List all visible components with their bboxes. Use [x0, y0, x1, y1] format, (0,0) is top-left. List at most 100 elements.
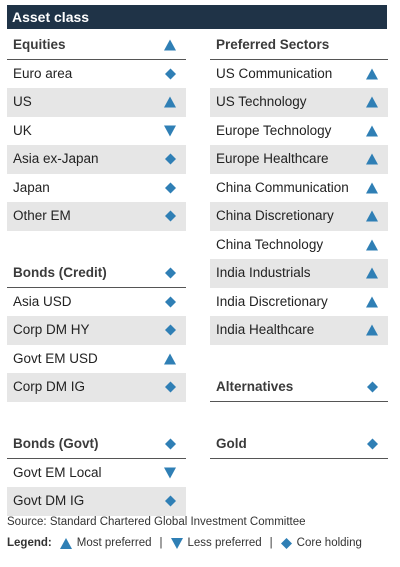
- asset-row-uk: UK: [7, 117, 186, 146]
- asset-row-corp-dm-hy: Corp DM HY: [7, 316, 186, 345]
- row-label: Asia ex-Japan: [13, 151, 99, 166]
- triangle-up-icon: [366, 296, 378, 308]
- asset-row-china-communication: China Communication: [210, 174, 388, 203]
- spacer-row: [7, 402, 186, 431]
- row-label: US Technology: [216, 94, 307, 109]
- row-label: Govt EM USD: [13, 350, 98, 366]
- legend-most-preferred: Most preferred: [76, 537, 152, 549]
- asset-row-asia-usd: Asia USD: [7, 288, 186, 317]
- asset-row-india-discretionary: India Discretionary: [210, 288, 388, 317]
- spacer-row: [210, 345, 388, 374]
- asset-row-asia-ex-japan: Asia ex-Japan: [7, 145, 186, 174]
- diamond-icon: [367, 381, 378, 393]
- row-label: Japan: [13, 179, 50, 195]
- diamond-icon: [165, 267, 176, 279]
- asset-row-other-em: Other EM: [7, 202, 186, 231]
- diamond-icon: [165, 381, 176, 393]
- asset-row-china-discretionary: China Discretionary: [210, 202, 388, 231]
- left-column: Equities Euro area US UK Asia ex-Japan Japan O…: [7, 31, 186, 516]
- triangle-up-icon: [59, 537, 72, 549]
- diamond-icon: [165, 438, 176, 450]
- diamond-icon: [280, 537, 292, 549]
- triangle-up-icon: [366, 182, 378, 194]
- row-label: Corp DM HY: [13, 322, 90, 337]
- diamond-icon: [165, 495, 176, 507]
- section-header-equities: Equities: [7, 31, 186, 60]
- row-label: Govt EM Local: [13, 464, 102, 480]
- row-label: Asia USD: [13, 293, 72, 309]
- row-label: US Communication: [216, 65, 333, 81]
- asset-row-us: US: [7, 88, 186, 117]
- row-label: Europe Healthcare: [216, 151, 329, 166]
- asset-row-corp-dm-ig: Corp DM IG: [7, 373, 186, 402]
- triangle-up-icon: [164, 96, 176, 108]
- asset-class-title: Asset class: [7, 5, 387, 29]
- right-column: Preferred Sectors US Communication US Tech…: [210, 31, 388, 459]
- diamond-icon: [165, 182, 176, 194]
- legend: Legend: Most preferred | Less preferred …: [7, 537, 362, 549]
- triangle-up-icon: [366, 239, 378, 251]
- triangle-up-icon: [164, 39, 176, 51]
- row-label: China Communication: [216, 179, 349, 195]
- diamond-icon: [165, 296, 176, 308]
- asset-row-us-technology: US Technology: [210, 88, 388, 117]
- section-header-gold: Gold: [210, 430, 388, 459]
- triangle-down-icon: [164, 467, 176, 479]
- diamond-icon: [165, 68, 176, 80]
- triangle-down-icon: [164, 125, 176, 137]
- row-label: India Industrials: [216, 265, 311, 280]
- row-label: China Technology: [216, 236, 324, 252]
- spacer-row: [7, 231, 186, 260]
- row-label: Gold: [216, 436, 247, 451]
- asset-row-us-communication: US Communication: [210, 60, 388, 89]
- asset-row-govt-em-usd: Govt EM USD: [7, 345, 186, 374]
- triangle-up-icon: [366, 68, 378, 80]
- triangle-up-icon: [366, 210, 378, 222]
- asset-row-govt-em-local: Govt EM Local: [7, 459, 186, 488]
- diamond-icon: [165, 153, 176, 165]
- row-label: Preferred Sectors: [216, 37, 330, 52]
- row-label: Europe Technology: [216, 122, 332, 138]
- row-label: Euro area: [13, 65, 73, 81]
- spacer-row: [210, 402, 388, 431]
- section-header-bonds-credit: Bonds (Credit): [7, 259, 186, 288]
- asset-row-japan: Japan: [7, 174, 186, 203]
- section-header-alternatives: Alternatives: [210, 373, 388, 402]
- triangle-up-icon: [366, 96, 378, 108]
- row-label: Govt DM IG: [13, 493, 85, 508]
- diamond-icon: [165, 324, 176, 336]
- legend-separator: |: [159, 537, 163, 549]
- legend-separator: |: [269, 537, 273, 549]
- legend-less-preferred: Less preferred: [187, 537, 262, 549]
- diamond-icon: [165, 210, 176, 222]
- triangle-down-icon: [170, 537, 183, 549]
- row-label: Other EM: [13, 208, 71, 223]
- asset-row-euro-area: Euro area: [7, 60, 186, 89]
- row-label: US: [13, 94, 32, 109]
- asset-row-europe-technology: Europe Technology: [210, 117, 388, 146]
- asset-row-india-industrials: India Industrials: [210, 259, 388, 288]
- source-note: Source: Standard Chartered Global Invest…: [7, 516, 306, 528]
- section-header-preferred-sectors: Preferred Sectors: [210, 31, 388, 60]
- row-label: Corp DM IG: [13, 379, 86, 394]
- legend-label: Legend:: [7, 537, 52, 549]
- asset-row-india-healthcare: India Healthcare: [210, 316, 388, 345]
- triangle-up-icon: [164, 353, 176, 365]
- row-label: China Discretionary: [216, 208, 334, 223]
- row-label: Equities: [13, 37, 66, 52]
- asset-row-china-technology: China Technology: [210, 231, 388, 260]
- row-label: India Discretionary: [216, 293, 328, 309]
- triangle-up-icon: [366, 125, 378, 137]
- triangle-up-icon: [366, 267, 378, 279]
- legend-core-holding: Core holding: [296, 537, 362, 549]
- row-label: Alternatives: [216, 379, 294, 394]
- row-label: UK: [13, 122, 32, 138]
- diamond-icon: [367, 438, 378, 450]
- triangle-up-icon: [366, 324, 378, 336]
- row-label: Bonds (Credit): [13, 265, 107, 280]
- triangle-up-icon: [366, 153, 378, 165]
- section-header-bonds-govt: Bonds (Govt): [7, 430, 186, 459]
- row-label: Bonds (Govt): [13, 436, 99, 451]
- asset-row-europe-healthcare: Europe Healthcare: [210, 145, 388, 174]
- asset-row-govt-dm-ig: Govt DM IG: [7, 487, 186, 516]
